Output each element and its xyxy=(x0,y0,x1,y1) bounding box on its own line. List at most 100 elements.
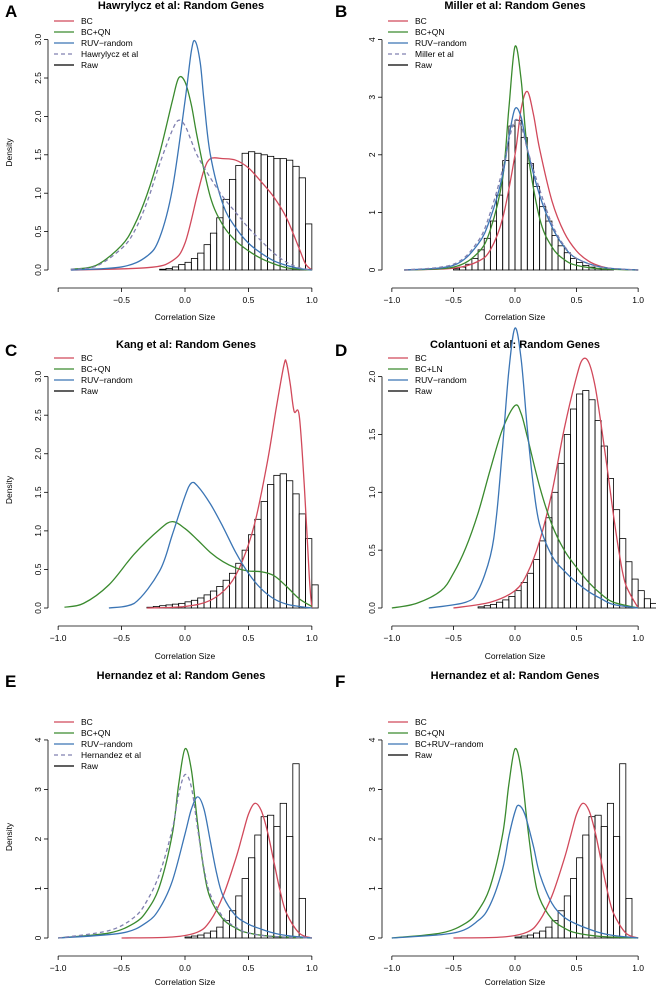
y-tick-label: 3 xyxy=(367,95,377,100)
histogram-bar xyxy=(216,586,224,609)
histogram-bar xyxy=(305,223,313,271)
density-curve-qn xyxy=(391,747,639,939)
chart-title: Hernandez et al: Random Genes xyxy=(97,670,266,682)
histogram-bar xyxy=(539,540,547,609)
x-tick-label: −0.5 xyxy=(445,963,462,973)
x-tick-label: 1.0 xyxy=(632,633,644,643)
histogram-bar xyxy=(159,268,167,271)
histogram-bar xyxy=(190,935,199,939)
x-tick-label: −0.5 xyxy=(445,633,462,643)
panel-f: F Hernandez et al: Random Genes 0 1 2 3 4 −1.0 −… xyxy=(335,670,644,987)
legend-label: BC+QN xyxy=(81,27,111,37)
x-tick-label: −1.0 xyxy=(50,633,67,643)
chart-title: Kang et al: Random Genes xyxy=(116,339,256,351)
density-curve-qn xyxy=(64,520,313,608)
legend-label: Raw xyxy=(415,750,433,760)
histogram-bar xyxy=(563,895,571,939)
histogram-bar xyxy=(570,878,577,939)
x-tick-label: 0.5 xyxy=(571,633,583,643)
x-tick-label: 0.0 xyxy=(179,633,191,643)
y-tick-label: 2.5 xyxy=(33,409,43,421)
histogram-bar xyxy=(600,826,608,939)
panel-b: B Miller et al: Random Genes 0 1 2 3 4 −1.0 −0.5… xyxy=(335,0,644,322)
histogram-bar xyxy=(526,163,534,271)
histogram-bar xyxy=(514,936,522,939)
x-tick-label: 0.5 xyxy=(571,963,583,973)
histogram-bar xyxy=(209,232,218,271)
y-tick-label: 2.0 xyxy=(367,370,377,382)
x-tick-label: −0.5 xyxy=(113,963,130,973)
histogram-bar xyxy=(228,178,237,271)
histogram-bar xyxy=(216,217,224,271)
histogram-bar xyxy=(241,152,249,271)
histogram-bar xyxy=(533,559,541,609)
histogram-bar xyxy=(260,816,268,939)
density-curve-qn xyxy=(70,75,312,271)
legend-label: RUV−random xyxy=(81,375,133,385)
density-curve-bc xyxy=(404,90,639,271)
panel-letter: A xyxy=(5,2,17,21)
histogram-bar xyxy=(520,935,528,939)
histogram-bar xyxy=(576,393,584,609)
y-tick-label: 1.5 xyxy=(33,149,43,161)
histogram-bar xyxy=(551,491,559,609)
legend-label: Miller et al xyxy=(415,49,454,59)
legend-label: Raw xyxy=(81,60,99,70)
histogram-bar xyxy=(292,763,300,939)
histogram-bar xyxy=(184,936,192,939)
x-axis-label: Correlation Size xyxy=(485,312,546,322)
legend-label: BC xyxy=(81,16,93,26)
chart-title: Miller et al: Random Genes xyxy=(444,0,585,12)
histogram-bar xyxy=(650,602,656,609)
histogram-bar xyxy=(311,584,319,609)
histogram-bar xyxy=(508,125,516,271)
histogram-bar xyxy=(514,590,522,609)
y-tick-label: 4 xyxy=(33,737,43,742)
histogram-bar xyxy=(197,252,205,271)
histogram-bar xyxy=(273,826,281,939)
chart-title: Hernandez et al: Random Genes xyxy=(431,670,600,682)
panel-d: D Colantuoni et al: Random Genes 0.0 0.5 1.0… xyxy=(335,327,656,661)
density-curve-qn xyxy=(404,45,639,271)
panel-a: A Hawrylycz et al: Random Genes 0.0 0.5 1.0 1… xyxy=(4,0,318,322)
legend-label: RUV−random xyxy=(81,739,133,749)
x-axis-label: Correlation Size xyxy=(155,312,216,322)
histogram-bar xyxy=(520,582,528,609)
x-tick-label: 0.5 xyxy=(243,295,255,305)
density-curve-ruv xyxy=(58,796,312,939)
x-tick-label: 0.0 xyxy=(509,963,521,973)
legend-label: BC+QN xyxy=(81,364,111,374)
y-tick-label: 1 xyxy=(367,210,377,215)
histogram-bar xyxy=(292,493,300,609)
x-tick-label: 1.0 xyxy=(306,295,318,305)
histogram-bar xyxy=(594,420,602,609)
panel-letter: F xyxy=(335,672,345,691)
density-curve-ruv xyxy=(108,481,312,609)
panel-letter: D xyxy=(335,341,347,360)
density-curve-ref xyxy=(404,118,639,271)
x-tick-label: 0.5 xyxy=(243,963,255,973)
density-curve-bc xyxy=(146,359,313,609)
histogram-bar xyxy=(588,816,596,939)
density-curve-ref xyxy=(70,119,312,271)
y-tick-label: 0.0 xyxy=(33,602,43,614)
y-tick-label: 3.0 xyxy=(33,33,43,45)
histogram-bar xyxy=(279,158,287,271)
histogram-bar xyxy=(582,834,590,939)
histogram-bar xyxy=(533,186,541,271)
legend-label: Hernandez et al xyxy=(81,750,141,760)
x-tick-label: 1.0 xyxy=(632,295,644,305)
x-tick-label: −1.0 xyxy=(383,633,400,643)
histogram-bar xyxy=(254,834,262,939)
y-tick-label: 0.0 xyxy=(33,264,43,276)
histogram-bar xyxy=(637,590,645,609)
x-axis-label: Correlation Size xyxy=(155,977,216,987)
legend-label: Raw xyxy=(415,386,433,396)
y-tick-label: 0 xyxy=(33,935,43,940)
y-tick-label: 2.0 xyxy=(33,110,43,122)
histogram-bar xyxy=(178,264,186,271)
density-curve-ruv xyxy=(404,107,639,271)
density-curve-ruv xyxy=(428,327,639,609)
legend-label: RUV−random xyxy=(415,38,467,48)
histogram-bar xyxy=(171,266,180,271)
